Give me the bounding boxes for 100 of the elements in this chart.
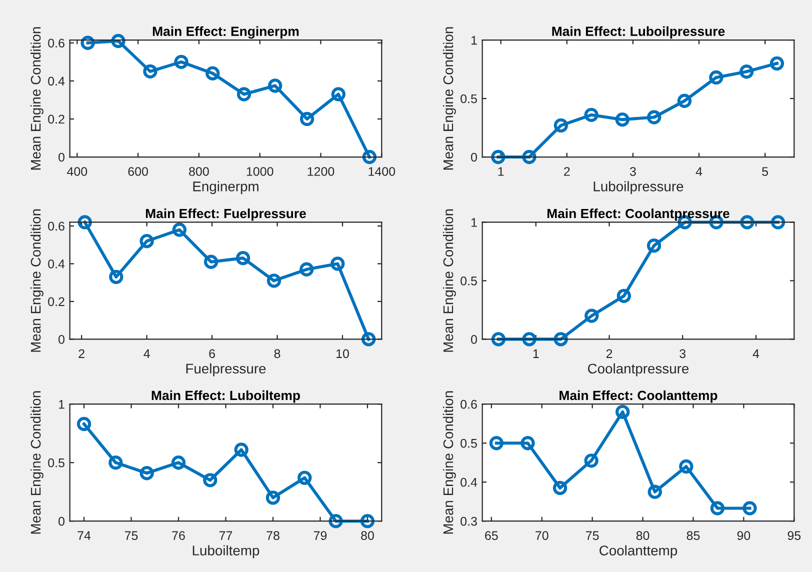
point <box>362 332 376 346</box>
x-tick-label: 3 <box>630 167 636 176</box>
x-tick-label: 85 <box>686 531 700 540</box>
y-tick-label: 0.4 <box>460 478 478 487</box>
x-tick-label: 65 <box>485 531 498 540</box>
point <box>78 215 92 230</box>
x-tick-label: 1 <box>533 349 539 358</box>
x-axis-title: Luboiltemp <box>192 545 260 558</box>
chart-title: Main Effect: Luboiltemp <box>152 390 300 403</box>
x-tick-label: 1 <box>498 167 504 176</box>
x-tick-label: 600 <box>128 167 148 176</box>
point <box>76 416 92 432</box>
point <box>616 288 632 303</box>
point <box>143 64 158 79</box>
x-tick-label: 75 <box>586 531 599 540</box>
point <box>331 87 346 102</box>
x-tick-label: 4 <box>696 167 702 176</box>
point <box>172 222 187 237</box>
point <box>140 466 154 480</box>
point <box>140 234 154 248</box>
point <box>268 78 282 93</box>
x-tick-label: 1400 <box>368 167 396 176</box>
y-tick-label: 0 <box>58 152 64 162</box>
point <box>111 34 126 48</box>
y-tick-label: 0.5 <box>48 458 64 468</box>
x-axis-title: Coolanttemp <box>600 545 678 558</box>
point <box>491 332 506 346</box>
point <box>554 118 568 133</box>
x-tick-label: 80 <box>636 531 650 540</box>
point <box>739 64 754 79</box>
point <box>522 150 536 164</box>
x-axis-title: Luboilpressure <box>594 181 684 194</box>
x-tick-label: 75 <box>124 531 138 540</box>
point <box>204 254 218 269</box>
point <box>489 436 504 450</box>
x-tick-label: 78 <box>266 531 280 540</box>
point <box>770 215 786 230</box>
point <box>679 459 694 474</box>
x-axis-title: Enginerpm <box>193 181 258 194</box>
y-tick-label: 0.4 <box>48 260 65 268</box>
y-tick-label: 0.2 <box>48 114 64 124</box>
point <box>236 250 250 266</box>
x-tick-label: 80 <box>361 531 374 540</box>
x-tick-label: 2 <box>564 167 570 176</box>
y-axis-title: Mean Engine Condition <box>442 391 456 534</box>
point <box>742 501 757 516</box>
y-tick-label: 1 <box>471 218 477 227</box>
chart-title: Main Effect: Enginerpm <box>152 26 299 39</box>
y-tick-label: 0 <box>58 334 64 344</box>
x-tick-label: 90 <box>737 531 750 540</box>
x-tick-label: 6 <box>209 349 215 358</box>
x-tick-label: 800 <box>189 167 209 176</box>
point <box>362 150 377 164</box>
point <box>584 308 599 323</box>
x-tick-label: 74 <box>78 531 91 540</box>
point <box>171 456 186 470</box>
x-tick-label: 400 <box>67 167 88 176</box>
point <box>234 442 248 457</box>
x-tick-label: 70 <box>536 531 548 540</box>
point <box>266 274 282 288</box>
x-tick-label: 5 <box>762 167 768 176</box>
point <box>554 332 568 346</box>
y-tick-label: 0.6 <box>48 222 64 231</box>
x-axis-title: Coolantpressure <box>588 363 689 376</box>
point <box>709 70 724 85</box>
x-tick-label: 77 <box>219 531 232 540</box>
y-tick-label: 0.6 <box>460 400 477 409</box>
chart-title: Main Effect: Coolantpressure <box>547 208 730 221</box>
point <box>616 404 630 419</box>
point <box>330 256 345 271</box>
x-tick-label: 8 <box>274 349 280 358</box>
point <box>648 484 662 499</box>
point <box>522 332 536 346</box>
chart-title: Main Effect: Fuelpressure <box>146 208 306 221</box>
y-tick-label: 0.5 <box>460 94 477 104</box>
x-tick-label: 2 <box>606 349 612 358</box>
x-tick-label: 1200 <box>308 167 334 176</box>
y-axis-title: Mean Engine Condition <box>30 27 44 170</box>
point <box>109 270 124 284</box>
y-tick-label: 0 <box>471 152 477 162</box>
y-tick-label: 0 <box>58 516 64 526</box>
y-tick-label: 0.3 <box>460 516 477 526</box>
point <box>328 514 343 528</box>
y-axis-title: Mean Engine Condition <box>30 391 44 534</box>
y-tick-label: 0.2 <box>48 297 64 306</box>
point <box>203 473 218 488</box>
point <box>615 112 630 127</box>
y-axis-title: Mean Engine Condition <box>30 209 44 352</box>
point <box>206 66 220 80</box>
y-tick-label: 0.5 <box>460 438 477 448</box>
x-tick-label: 95 <box>788 531 801 540</box>
y-tick-label: 0.4 <box>48 76 65 86</box>
y-tick-label: 1 <box>471 36 477 45</box>
point <box>584 454 598 468</box>
x-tick-label: 3 <box>680 349 686 358</box>
point <box>298 470 312 485</box>
x-tick-label: 4 <box>752 349 760 358</box>
point <box>677 94 692 108</box>
y-tick-label: 0 <box>471 334 477 344</box>
point <box>710 501 725 516</box>
